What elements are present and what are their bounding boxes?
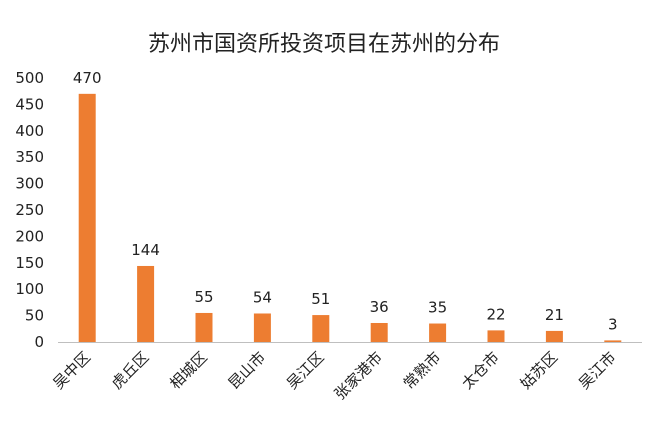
bar	[312, 315, 330, 342]
data-label: 36	[370, 298, 389, 316]
data-labels: 470 144 55 54 51 36 35 22 21 3	[73, 69, 618, 334]
category-label: 虎丘区	[108, 348, 153, 393]
data-label: 51	[311, 290, 330, 308]
bar	[429, 323, 447, 342]
y-axis-tick-labels: 0 50 100 150 200 250 300 350 400 450 500	[15, 69, 44, 351]
y-tick-label: 200	[15, 227, 44, 245]
category-label: 常熟市	[400, 348, 445, 393]
bar	[137, 265, 155, 342]
category-label: 吴江市	[575, 348, 620, 393]
category-label: 太仓市	[458, 348, 503, 393]
data-label: 144	[131, 241, 160, 259]
y-tick-label: 350	[15, 148, 44, 166]
data-label: 3	[608, 315, 618, 333]
bar	[545, 330, 563, 342]
chart-title: 苏州市国资所投资项目在苏州的分布	[147, 32, 500, 57]
data-label: 54	[253, 288, 272, 306]
y-tick-label: 500	[15, 69, 44, 87]
data-label: 470	[73, 69, 102, 87]
bars	[78, 93, 622, 342]
y-tick-label: 300	[15, 175, 44, 193]
category-label: 昆山市	[225, 348, 270, 393]
data-label: 55	[194, 288, 213, 306]
bar	[253, 313, 271, 342]
y-tick-label: 150	[15, 254, 44, 272]
y-tick-label: 50	[25, 307, 44, 325]
y-tick-label: 100	[15, 280, 44, 298]
y-tick-label: 450	[15, 95, 44, 113]
bar	[370, 322, 388, 342]
bar	[604, 340, 622, 342]
y-tick-label: 250	[15, 201, 44, 219]
category-label: 吴中区	[49, 348, 94, 393]
category-label: 姑苏区	[517, 348, 562, 393]
bar	[195, 312, 213, 342]
category-labels: 吴中区 虎丘区 相城区 昆山市 吴江区 张家港市 常熟市 太仓市 姑苏区 吴江市	[49, 348, 619, 403]
category-label: 张家港市	[331, 348, 386, 403]
category-label: 吴江区	[283, 348, 328, 393]
bar	[78, 93, 96, 342]
data-label: 22	[486, 305, 505, 323]
category-label: 相城区	[166, 348, 211, 393]
y-tick-label: 0	[34, 333, 44, 351]
data-label: 35	[428, 299, 447, 317]
data-label: 21	[545, 306, 564, 324]
bar	[487, 330, 505, 342]
y-tick-label: 400	[15, 122, 44, 140]
